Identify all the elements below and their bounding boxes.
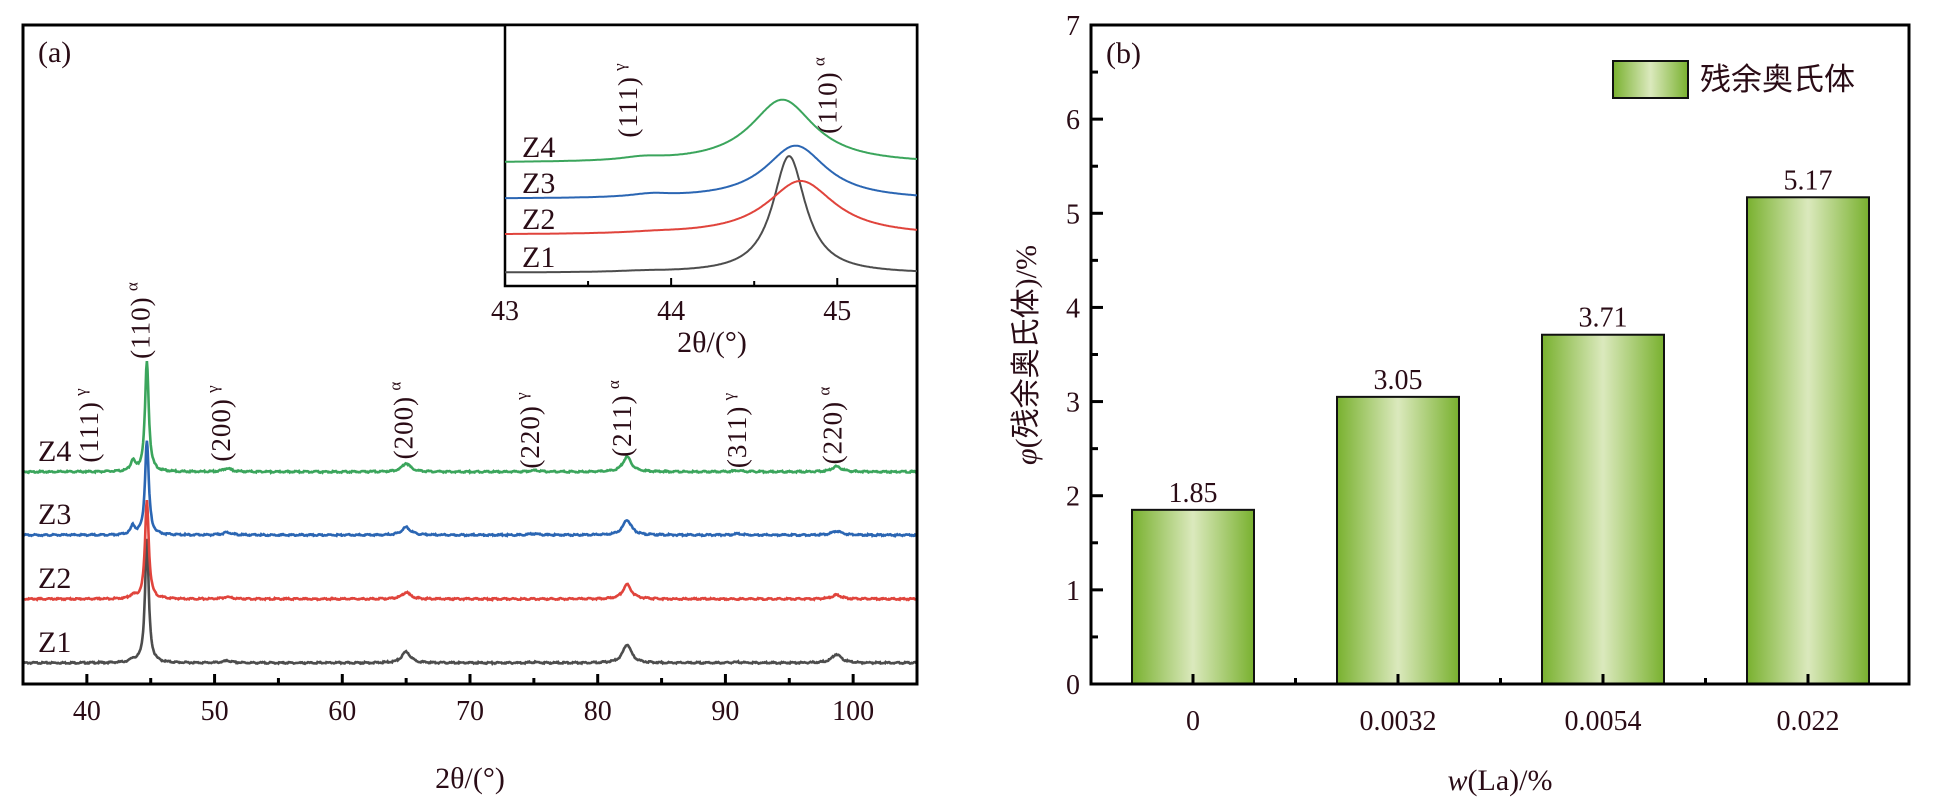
trace-label-z4: Z4 — [38, 435, 71, 468]
peak-hkl: (311) — [722, 406, 752, 468]
inset-trace-z4 — [505, 98, 917, 163]
inset-x-tick-label: 44 — [657, 296, 685, 327]
inset-trace-z1 — [505, 155, 917, 274]
x-tick-label: 100 — [832, 696, 874, 727]
bar-value-label: 5.17 — [1784, 165, 1833, 196]
x-tick-label: 90 — [711, 696, 739, 727]
x-category-label: 0 — [1186, 706, 1200, 737]
peak-hkl: (110) — [125, 296, 155, 358]
bar-0 — [1131, 508, 1255, 686]
peak-label: (200) γ — [203, 384, 236, 461]
inset-frame — [503, 23, 919, 288]
x-axis-title: 2θ/(°) — [435, 762, 505, 795]
y-tick-label: 5 — [1066, 199, 1080, 230]
x-category-label: 0.022 — [1777, 706, 1840, 737]
peak-hkl: (111) — [74, 401, 104, 462]
xrd-trace-z4 — [22, 360, 918, 476]
y-tick-label: 2 — [1066, 482, 1080, 513]
panel-label-a: (a) — [38, 36, 71, 69]
inset-trace-z2 — [505, 179, 918, 235]
peak-phase: γ — [512, 391, 531, 405]
x-tick-label: 40 — [73, 696, 101, 727]
x-tick-label: 70 — [456, 696, 484, 727]
legend-swatch — [1612, 60, 1689, 99]
inset-trace-label-z4: Z4 — [522, 131, 555, 164]
bar-value-label: 3.05 — [1374, 365, 1423, 396]
peak-hkl: (111) — [613, 76, 643, 137]
bar-0.0054 — [1541, 333, 1665, 685]
peak-hkl: (220) — [515, 405, 545, 468]
inset-trace-z3 — [505, 144, 917, 200]
bar-value-label: 3.71 — [1579, 303, 1628, 334]
y-tick-label: 4 — [1066, 293, 1080, 324]
peak-label: (220) γ — [512, 391, 545, 468]
peak-phase: α — [815, 386, 834, 401]
peak-label: (311) γ — [719, 392, 752, 468]
inset-peak-label: (111) γ — [610, 62, 643, 137]
trace-label-z3: Z3 — [38, 498, 71, 531]
xrd-trace-z3 — [22, 440, 918, 538]
peak-phase: α — [604, 379, 623, 394]
x-tick-label: 80 — [584, 696, 612, 727]
x-tick-label: 60 — [328, 696, 356, 727]
peak-hkl: (110) — [812, 71, 842, 133]
y-tick-label: 3 — [1066, 388, 1080, 419]
y-tick-label: 6 — [1066, 105, 1080, 136]
x-axis-title-part: (La)/% — [1468, 764, 1553, 797]
peak-hkl: (200) — [206, 398, 236, 461]
peak-phase: γ — [203, 384, 222, 398]
y-tick-label: 7 — [1066, 11, 1080, 42]
inset-trace-label-z2: Z2 — [522, 203, 555, 236]
legend-label: 残余奥氏体 — [1700, 62, 1855, 97]
peak-phase: γ — [610, 62, 629, 76]
y-axis-title: φ(残余奥氏体)/% — [1010, 245, 1043, 465]
retained-austenite-bar-panel: (b) 1.85 0 3.05 0.0032 3.71 0.0054 5.17 0.022 0 1… — [1010, 11, 1911, 797]
xrd-trace-z2 — [22, 499, 918, 602]
y-tick-label: 1 — [1066, 576, 1080, 607]
inset-x-tick-label: 43 — [491, 296, 519, 327]
peak-hkl: (200) — [388, 396, 418, 459]
bar-value-label: 1.85 — [1169, 478, 1218, 509]
bar-0.022 — [1746, 196, 1870, 685]
x-axis-title: w(La)/% — [1448, 764, 1553, 797]
peak-label: (110) α — [122, 281, 155, 359]
inset-x-tick-label: 45 — [823, 296, 851, 327]
y-axis-title-part: (残余奥氏体)/% — [1010, 245, 1043, 448]
peak-hkl: (220) — [818, 401, 848, 464]
panel-label-b: (b) — [1106, 37, 1141, 70]
trace-label-z1: Z1 — [38, 626, 71, 659]
peak-phase: α — [385, 381, 404, 396]
bar-0.0032 — [1336, 395, 1460, 685]
trace-label-z2: Z2 — [38, 562, 71, 595]
inset-trace-label-z3: Z3 — [522, 167, 555, 200]
x-category-label: 0.0054 — [1565, 706, 1642, 737]
peak-label: (200) α — [385, 381, 418, 460]
x-axis-title-part: w — [1448, 764, 1468, 797]
y-axis-title-part: φ — [1010, 448, 1043, 465]
inset-x-axis-title: 2θ/(°) — [677, 326, 747, 359]
peak-label: (111) γ — [71, 387, 104, 462]
x-tick-label: 50 — [201, 696, 229, 727]
peak-phase: γ — [71, 387, 90, 401]
peak-phase: γ — [719, 392, 738, 406]
peak-label: (211) α — [604, 379, 637, 457]
inset-trace-label-z1: Z1 — [522, 241, 555, 274]
peak-hkl: (211) — [607, 394, 637, 456]
peak-label: (220) α — [815, 386, 848, 465]
peak-phase: α — [809, 56, 828, 71]
xrd-trace-z1 — [21, 538, 918, 666]
y-tick-label: 0 — [1066, 670, 1080, 701]
peak-phase: α — [122, 281, 141, 296]
x-category-label: 0.0032 — [1360, 706, 1437, 737]
inset-peak-label: (110) α — [809, 56, 842, 134]
